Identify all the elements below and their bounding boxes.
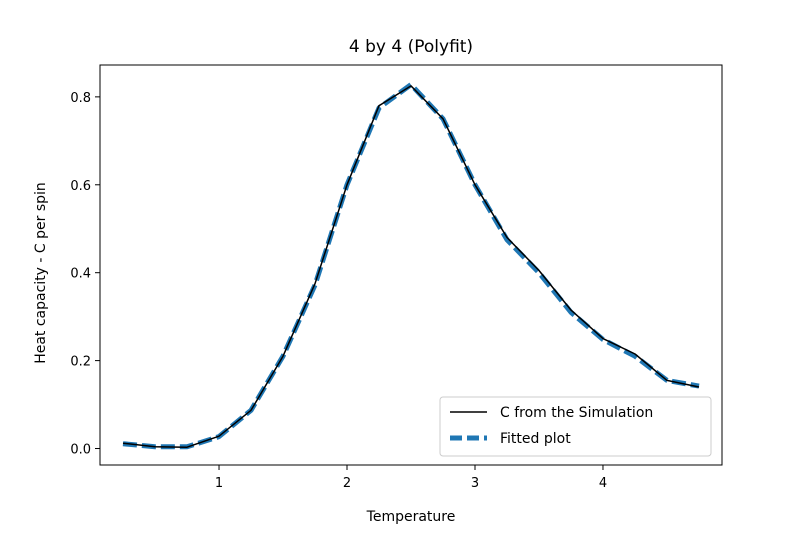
series-line-fitted <box>122 82 700 450</box>
axis-ticks: 1 2 3 4 0.0 0.2 0.4 0.6 0.8 <box>70 91 607 491</box>
x-tick-label: 4 <box>599 476 607 491</box>
y-tick-label: 0.2 <box>70 355 91 370</box>
legend-box <box>439 396 712 457</box>
series-layer <box>122 82 700 450</box>
legend-label-fitted: Fitted plot <box>500 431 571 447</box>
y-tick-label: 0.8 <box>70 91 91 106</box>
y-tick-label: 0.0 <box>70 443 91 458</box>
x-axis-label: Temperature <box>366 509 456 525</box>
legend: C from the Simulation Fitted plot <box>439 396 712 457</box>
x-tick-label: 2 <box>343 476 351 491</box>
y-axis-label: Heat capacity - C per spin <box>33 182 49 364</box>
series-line-simulation <box>122 85 700 448</box>
x-tick-label: 3 <box>471 476 479 491</box>
y-tick-label: 0.6 <box>70 179 91 194</box>
y-tick-label: 0.4 <box>70 267 91 282</box>
x-tick-label: 1 <box>215 476 223 491</box>
plot-area-frame <box>99 64 723 466</box>
legend-label-simulation: C from the Simulation <box>500 405 653 421</box>
chart-title: 4 by 4 (Polyfit) <box>349 37 473 57</box>
